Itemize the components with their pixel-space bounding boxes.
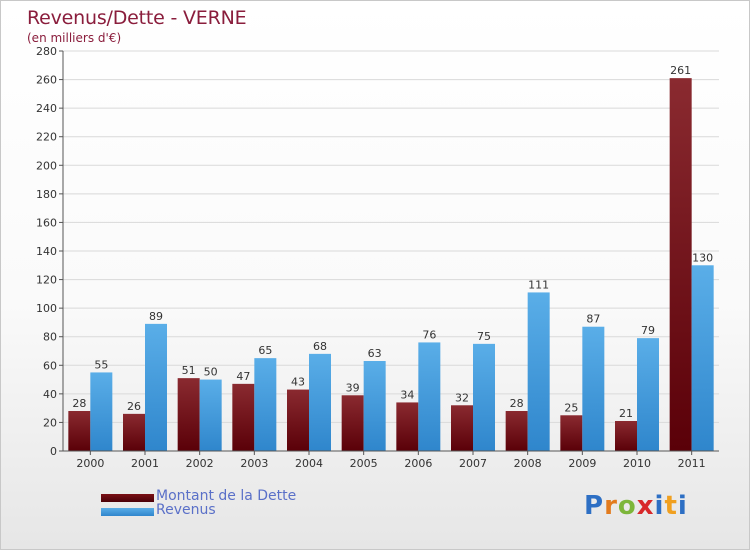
x-tick-label: 2009 [568,457,596,470]
x-tick-label: 2011 [678,457,706,470]
logo-char: i [654,491,665,521]
data-label-revenus: 65 [258,344,272,357]
data-label-debt: 32 [455,391,469,404]
proxiti-logo: Proxiti [584,491,688,521]
y-tick-label: 220 [36,131,57,144]
x-tick-label: 2004 [295,457,323,470]
bar-debt [615,421,637,451]
x-tick-label: 2008 [514,457,542,470]
data-label-revenus: 130 [692,251,713,264]
bar-revenus [199,379,222,451]
y-tick-label: 20 [43,416,57,429]
data-label-debt: 51 [182,364,196,377]
y-tick-label: 200 [36,159,57,172]
bar-debt [177,378,200,451]
chart-subtitle: (en milliers d'€) [27,31,122,45]
legend-swatch-debt [101,494,154,502]
data-label-debt: 43 [291,376,305,389]
data-label-revenus: 55 [94,358,108,371]
bar-debt [341,395,364,451]
data-label-debt: 26 [127,400,141,413]
bar-debt [123,413,145,451]
bar-revenus [582,326,605,451]
y-tick-label: 40 [43,388,57,401]
x-tick-label: 2001 [131,457,159,470]
x-tick-label: 2000 [76,457,104,470]
data-label-revenus: 79 [641,324,655,337]
bar-debt [396,402,419,451]
data-label-revenus: 111 [528,278,549,291]
data-label-revenus: 68 [313,340,327,353]
bar-revenus [473,343,495,451]
bar-revenus [145,323,167,451]
logo-char: P [584,491,605,521]
y-tick-label: 140 [36,245,57,258]
data-label-debt: 28 [72,397,86,410]
data-label-revenus: 87 [586,313,600,326]
data-label-debt: 34 [400,388,414,401]
logo-char: r [604,491,618,521]
data-label-revenus: 89 [149,310,163,323]
data-label-debt: 28 [510,397,524,410]
x-tick-label: 2007 [459,457,487,470]
bar-debt [451,405,473,451]
x-tick-label: 2006 [404,457,432,470]
x-tick-label: 2010 [623,457,651,470]
legend-swatch-revenus [101,508,154,516]
logo-char: x [636,491,655,521]
data-label-debt: 261 [670,64,691,77]
x-tick-label: 2002 [186,457,214,470]
y-tick-label: 160 [36,216,57,229]
data-label-debt: 21 [619,407,633,420]
y-tick-label: 120 [36,274,57,287]
data-label-debt: 47 [236,370,250,383]
bar-revenus [254,358,277,451]
bar-revenus [309,353,331,451]
legend-label-revenus: Revenus [156,502,216,518]
legend-label-debt: Montant de la Dette [156,488,297,504]
data-label-revenus: 75 [477,330,491,343]
bar-debt [505,411,528,451]
data-label-debt: 25 [564,401,578,414]
y-tick-label: 180 [36,188,57,201]
y-tick-label: 80 [43,331,57,344]
bar-revenus [637,338,659,451]
logo-char: i [677,491,688,521]
bar-debt [669,78,692,452]
y-tick-label: 100 [36,302,57,315]
y-tick-label: 280 [36,45,57,58]
bar-revenus [90,372,113,451]
bar-revenus [691,265,714,451]
logo-char: t [664,491,678,521]
y-tick-label: 60 [43,359,57,372]
y-tick-label: 0 [50,445,57,458]
y-tick-label: 240 [36,102,57,115]
x-tick-label: 2005 [350,457,378,470]
bar-debt [68,411,91,451]
bar-debt [560,415,583,451]
y-tick-label: 260 [36,74,57,87]
bar-revenus [418,342,441,451]
data-label-debt: 39 [346,381,360,394]
data-label-revenus: 76 [422,328,436,341]
bar-revenus [527,292,550,451]
bar-debt [287,389,309,451]
logo-char: o [617,491,637,521]
data-label-revenus: 63 [368,347,382,360]
x-tick-label: 2003 [240,457,268,470]
bar-debt [232,383,255,451]
bar-revenus [363,361,386,451]
chart-title: Revenus/Dette - VERNE [27,7,247,29]
data-label-revenus: 50 [204,366,218,379]
